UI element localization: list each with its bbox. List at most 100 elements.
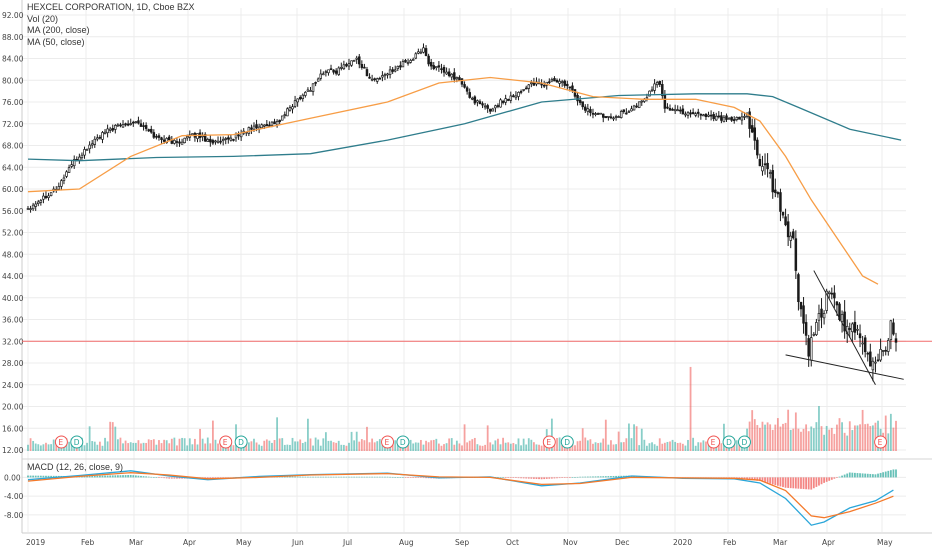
candle-body: [691, 112, 695, 115]
volume-bar: [345, 445, 348, 451]
volume-bar: [232, 445, 235, 451]
volume-bar: [615, 444, 617, 451]
macd-histogram-bar: [602, 476, 605, 478]
volume-bar: [217, 443, 219, 451]
time-tick-label: 2019: [26, 538, 45, 547]
candle-body: [483, 105, 487, 108]
volume-bar: [866, 423, 869, 451]
volume-bar: [106, 441, 109, 451]
macd-histogram-bar: [807, 477, 810, 490]
candle-body: [763, 163, 767, 166]
candle-body: [589, 109, 592, 113]
candles: [26, 43, 898, 382]
price-tick-label: 52.00: [2, 229, 24, 238]
volume-bar: [155, 444, 158, 451]
candle-body: [820, 308, 823, 318]
candle-body: [645, 97, 649, 100]
candle-body: [360, 64, 364, 68]
candle-body: [165, 138, 168, 144]
volume-bar: [178, 438, 181, 451]
macd-histogram-bar: [39, 475, 42, 478]
macd-histogram-bar: [27, 475, 29, 478]
macd-histogram-bar: [289, 476, 291, 478]
macd-histogram-bar: [502, 477, 504, 478]
candle-body: [617, 116, 620, 118]
volume-bar: [206, 437, 209, 451]
price-tick-label: 92.00: [2, 11, 24, 20]
macd-histogram-bar: [366, 476, 368, 478]
volume-bar: [776, 418, 779, 451]
macd-histogram-bar: [381, 476, 384, 478]
volume-bar: [761, 421, 764, 451]
macd-histogram-bar: [517, 477, 520, 479]
volume-bar: [476, 444, 479, 451]
candle-body: [833, 292, 836, 299]
volume-bar: [705, 441, 707, 451]
candle-body: [786, 221, 790, 238]
candle-body: [306, 89, 310, 92]
volume-bar: [458, 443, 461, 451]
legend-volume: Vol (20): [27, 13, 59, 24]
candle-body: [26, 208, 30, 210]
candle-body: [424, 48, 428, 56]
volume-bar: [574, 445, 576, 451]
time-tick-label: Jul: [342, 538, 352, 547]
candle-body: [568, 86, 572, 89]
candle-body: [884, 349, 887, 352]
volume-bar: [445, 443, 448, 451]
volume-bar: [797, 428, 800, 451]
macd-histogram-bar: [509, 477, 512, 478]
volume-bar: [163, 439, 166, 451]
candle-body: [722, 116, 726, 123]
candle-body: [437, 65, 441, 68]
macd-histogram-bar: [820, 477, 823, 485]
macd-histogram-bar: [132, 475, 135, 478]
volume-bar: [607, 444, 610, 451]
candle-body: [108, 128, 112, 131]
volume-bar: [278, 438, 281, 451]
macd-histogram-bar: [330, 476, 332, 478]
macd-histogram-bar: [558, 477, 561, 479]
macd-histogram-bar: [337, 476, 340, 478]
macd-histogram-bar: [512, 477, 515, 478]
candle-body: [835, 301, 839, 306]
macd-histogram-bar: [217, 477, 219, 479]
candle-body: [887, 340, 890, 352]
candle-body: [355, 57, 358, 60]
candle-body: [47, 195, 50, 198]
candle-body: [132, 121, 135, 124]
candle-body: [542, 84, 546, 87]
candle-body: [619, 111, 623, 118]
candle-body: [591, 112, 595, 115]
earnings-marker: [707, 435, 721, 449]
dividend-marker: [737, 435, 751, 449]
macd-histogram-bar: [50, 475, 53, 478]
candle-body: [155, 135, 158, 138]
volume-bar: [864, 424, 867, 451]
dividend-marker: [70, 435, 84, 449]
candle-body: [211, 140, 215, 144]
candle-body: [494, 105, 497, 109]
candle-body: [219, 140, 222, 143]
dividend-marker: [234, 435, 248, 449]
macd-histogram-bar: [116, 475, 119, 478]
candle-body: [481, 103, 484, 106]
candle-body: [304, 91, 307, 96]
macd-histogram-bar: [417, 477, 420, 478]
candle-body: [345, 64, 348, 67]
volume-bar: [129, 442, 132, 451]
volume-bar: [717, 443, 720, 451]
volume-bar: [787, 409, 790, 451]
candle-body: [635, 105, 638, 108]
macd-histogram-bar: [209, 477, 212, 479]
macd-histogram-bar: [866, 473, 869, 478]
macd-histogram-bar: [599, 476, 602, 478]
volume-bar: [599, 442, 602, 451]
volume-bar: [134, 442, 137, 451]
candle-body: [650, 89, 654, 92]
volume-bar: [841, 422, 843, 451]
macd-histogram-bar: [168, 477, 171, 479]
candle-body: [67, 167, 71, 173]
volume-bar: [525, 444, 528, 451]
